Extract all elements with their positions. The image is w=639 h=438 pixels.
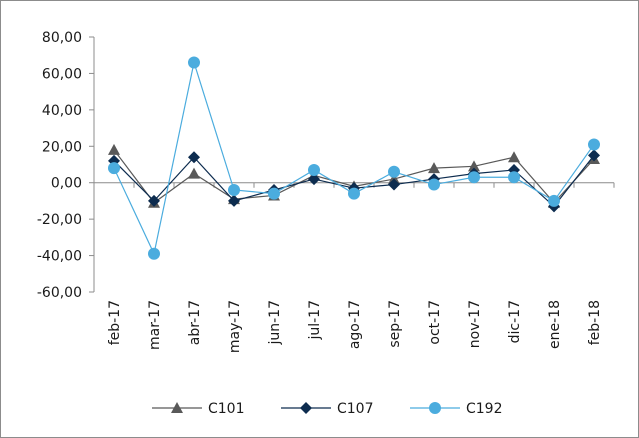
data-point-c101 [108,143,120,155]
x-tick-label: oct-17 [427,300,443,345]
x-tick-label: jun-17 [267,300,283,346]
chart-axes [89,36,615,293]
x-tick-label: ene-18 [547,300,563,349]
y-tick-labels: 80,00 60,00 40,00 20,00 0,00 -20,00 -40,00 -60,… [37,30,82,301]
data-point-c192 [268,187,280,200]
y-tick-label: -20,00 [37,212,82,228]
legend-item-c101: C101 [152,401,245,417]
y-tick-label: 60,00 [42,66,82,82]
data-point-c107 [588,149,600,162]
data-point-c101 [508,151,520,163]
legend-marker-c101 [171,402,183,413]
x-tick-label: abr-17 [187,300,203,345]
x-tick-labels: feb-17 mar-17 abr-17 may-17 jun-17 jul-17 ago-… [107,300,603,353]
legend-marker-c107 [300,402,312,414]
data-point-c192 [188,56,200,69]
legend-label-c107: C107 [337,401,374,417]
y-tick-label: -40,00 [37,249,82,265]
data-point-c107 [308,173,320,186]
data-point-c192 [348,187,360,200]
data-point-c107 [148,194,160,207]
x-tick-label: feb-18 [587,300,603,345]
y-tick-label: 80,00 [42,30,82,46]
y-tick-label: 40,00 [42,103,82,119]
y-tick-label: 0,00 [51,176,82,192]
data-point-c192 [388,165,400,178]
legend-item-c192: C192 [410,401,503,417]
x-tick-label: may-17 [227,300,243,353]
data-point-c107 [228,194,240,207]
data-point-c107 [388,178,400,191]
data-point-c101 [468,160,480,172]
legend: C101 C107 C192 [152,401,503,417]
data-point-c192 [468,171,480,184]
x-tick-label: ago-17 [347,300,363,349]
x-tick-label: mar-17 [147,300,163,350]
data-point-c192 [548,194,560,207]
data-point-c192 [108,162,120,175]
legend-label-c192: C192 [466,401,503,417]
data-point-c107 [188,151,200,164]
legend-label-c101: C101 [208,401,245,417]
data-point-c192 [148,247,160,260]
y-tick-label: 20,00 [42,139,82,155]
x-tick-label: jul-17 [307,300,323,341]
y-tick-label: -60,00 [37,285,82,301]
series-group [108,56,600,260]
data-point-c101 [428,162,440,174]
data-point-c101 [188,167,200,179]
series-line-c192 [113,60,595,256]
x-tick-label: dic-17 [507,300,523,343]
x-tick-label: nov-17 [467,300,483,348]
legend-marker-c192 [429,402,441,414]
data-point-c192 [308,163,320,176]
data-point-c192 [228,184,240,196]
x-tick-label: sep-17 [387,300,403,348]
data-point-c192 [508,171,520,184]
legend-item-c107: C107 [281,401,374,417]
data-point-c192 [588,138,600,151]
series-c192 [108,56,600,260]
x-tick-label: feb-17 [107,300,123,345]
data-point-c192 [428,178,440,191]
